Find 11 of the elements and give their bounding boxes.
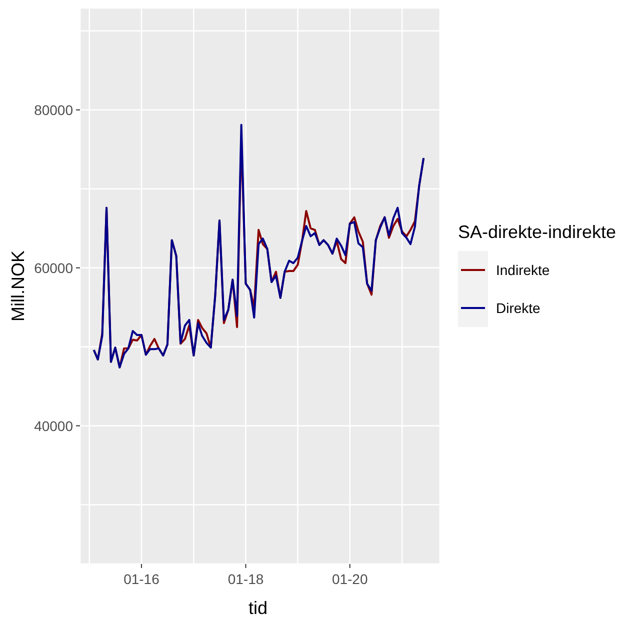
y-tick-label: 80000 [34,102,74,118]
legend-label: Direkte [496,300,540,316]
y-axis-title: Mill.NOK [8,250,28,322]
x-axis-title: tid [248,598,268,617]
x-tick-label: 01-20 [332,571,368,587]
legend-title: SA-direkte-indirekte [458,222,616,243]
x-tick-label: 01-16 [124,571,160,587]
legend-label: Indirekte [496,262,550,278]
y-tick-label: 40000 [34,418,74,434]
x-tick-label: 01-18 [228,571,264,587]
y-tick-label: 60000 [34,260,74,276]
